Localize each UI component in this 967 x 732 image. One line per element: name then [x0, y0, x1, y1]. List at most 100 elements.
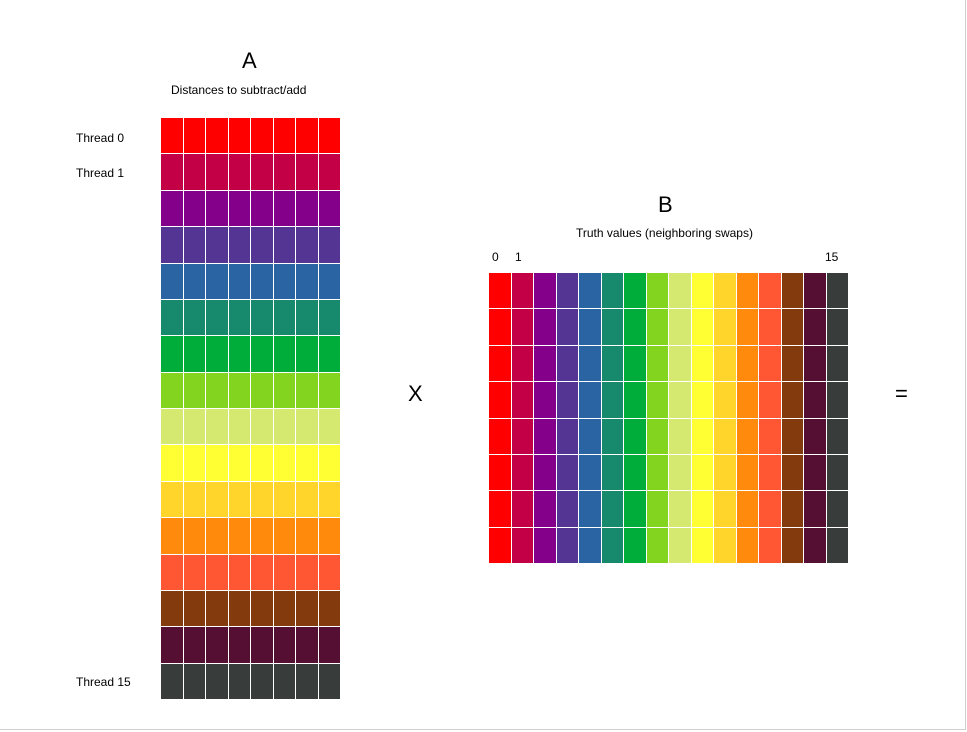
matrix-b-cell: [646, 418, 668, 454]
matrix-a-title: A: [242, 48, 257, 73]
matrix-a-cell: [161, 445, 183, 481]
matrix-a-cell: [251, 590, 273, 627]
matrix-a-cell: [228, 627, 250, 663]
matrix-b-cell: [579, 309, 601, 345]
matrix-a-cell: [161, 627, 183, 663]
matrix-b-cell: [489, 382, 511, 418]
matrix-b-cell: [714, 273, 736, 309]
matrix-a-cell: [273, 154, 295, 190]
matrix-b-cell: [759, 418, 781, 454]
column-15-label: 15: [825, 250, 839, 264]
matrix-a-cell: [206, 372, 228, 408]
matrix-a-subtitle: Distances to subtract/add: [171, 83, 307, 97]
matrix-a-cell: [161, 190, 183, 227]
matrix-a-cell: [251, 190, 273, 227]
matrix-b-cell: [579, 418, 601, 454]
matrix-a-cell: [296, 481, 318, 518]
matrix-a-cell: [318, 299, 340, 336]
matrix-b-cell: [714, 418, 736, 454]
matrix-b-cell: [511, 382, 533, 418]
matrix-a-cell: [296, 554, 318, 590]
matrix-b-cell: [781, 527, 803, 563]
matrix-a-cell: [228, 554, 250, 590]
matrix-b-cell: [669, 273, 691, 309]
matrix-a-cell: [206, 481, 228, 518]
matrix-b-cell: [714, 527, 736, 563]
matrix-a-cell: [251, 336, 273, 372]
matrix-a-cell: [183, 336, 205, 372]
matrix-a-cell: [228, 118, 250, 154]
matrix-a-cell: [251, 154, 273, 190]
matrix-a-cell: [273, 554, 295, 590]
matrix-a-cell: [183, 190, 205, 227]
matrix-b-cell: [624, 273, 646, 309]
matrix-a-cell: [183, 227, 205, 263]
matrix-a-cell: [228, 445, 250, 481]
matrix-b-cell: [534, 418, 556, 454]
matrix-b-cell: [826, 491, 848, 527]
matrix-b-subtitle: Truth values (neighboring swaps): [576, 226, 753, 240]
matrix-a-cell: [318, 227, 340, 263]
matrix-b-cell: [579, 273, 601, 309]
matrix-a-cell: [183, 372, 205, 408]
matrix-a-cell: [206, 590, 228, 627]
matrix-a-cell: [318, 336, 340, 372]
matrix-a-cell: [296, 409, 318, 445]
matrix-b-cell: [714, 309, 736, 345]
matrix-b-cell: [669, 309, 691, 345]
matrix-b-cell: [759, 273, 781, 309]
matrix-a-cell: [161, 518, 183, 554]
matrix-a-cell: [251, 445, 273, 481]
matrix-b-cell: [601, 345, 623, 382]
matrix-b-cell: [556, 454, 578, 491]
matrix-a-cell: [273, 190, 295, 227]
matrix-a-cell: [296, 627, 318, 663]
matrix-b-cell: [601, 273, 623, 309]
matrix-b-cell: [759, 527, 781, 563]
matrix-b-cell: [714, 454, 736, 491]
matrix-b-cell: [759, 309, 781, 345]
matrix-a-cell: [318, 445, 340, 481]
matrix-b-cell: [691, 345, 713, 382]
matrix-b-cell: [781, 491, 803, 527]
matrix-a-cell: [296, 299, 318, 336]
matrix-a-cell: [273, 336, 295, 372]
matrix-b-cell: [556, 491, 578, 527]
matrix-a-cell: [228, 481, 250, 518]
matrix-b-cell: [804, 527, 826, 563]
matrix-b-cell: [579, 491, 601, 527]
matrix-b-cell: [556, 309, 578, 345]
matrix-b-grid: [489, 273, 848, 563]
matrix-b-cell: [579, 382, 601, 418]
matrix-a-cell: [296, 518, 318, 554]
matrix-a-cell: [318, 518, 340, 554]
matrix-a-cell: [318, 554, 340, 590]
matrix-a-cell: [318, 590, 340, 627]
matrix-a-cell: [251, 481, 273, 518]
matrix-a-cell: [183, 154, 205, 190]
matrix-a-cell: [273, 518, 295, 554]
matrix-a-cell: [161, 154, 183, 190]
matrix-b-cell: [646, 491, 668, 527]
matrix-a-cell: [318, 372, 340, 408]
matrix-a-cell: [161, 263, 183, 299]
matrix-a-cell: [296, 372, 318, 408]
matrix-b-cell: [601, 309, 623, 345]
equals-operator: =: [895, 381, 908, 406]
matrix-b-cell: [691, 309, 713, 345]
matrix-a-cell: [228, 409, 250, 445]
matrix-b-cell: [646, 382, 668, 418]
matrix-a-cell: [183, 299, 205, 336]
matrix-b-cell: [691, 491, 713, 527]
matrix-a-cell: [206, 154, 228, 190]
thread-1-label: Thread 1: [76, 166, 125, 180]
matrix-b-cell: [556, 345, 578, 382]
matrix-b-cell: [624, 345, 646, 382]
matrix-a-cell: [183, 409, 205, 445]
matrix-b-cell: [511, 491, 533, 527]
matrix-b-cell: [489, 454, 511, 491]
matrix-a-cell: [228, 190, 250, 227]
column-1-label: 1: [515, 250, 522, 264]
matrix-b-cell: [669, 527, 691, 563]
multiply-operator: X: [408, 381, 423, 406]
